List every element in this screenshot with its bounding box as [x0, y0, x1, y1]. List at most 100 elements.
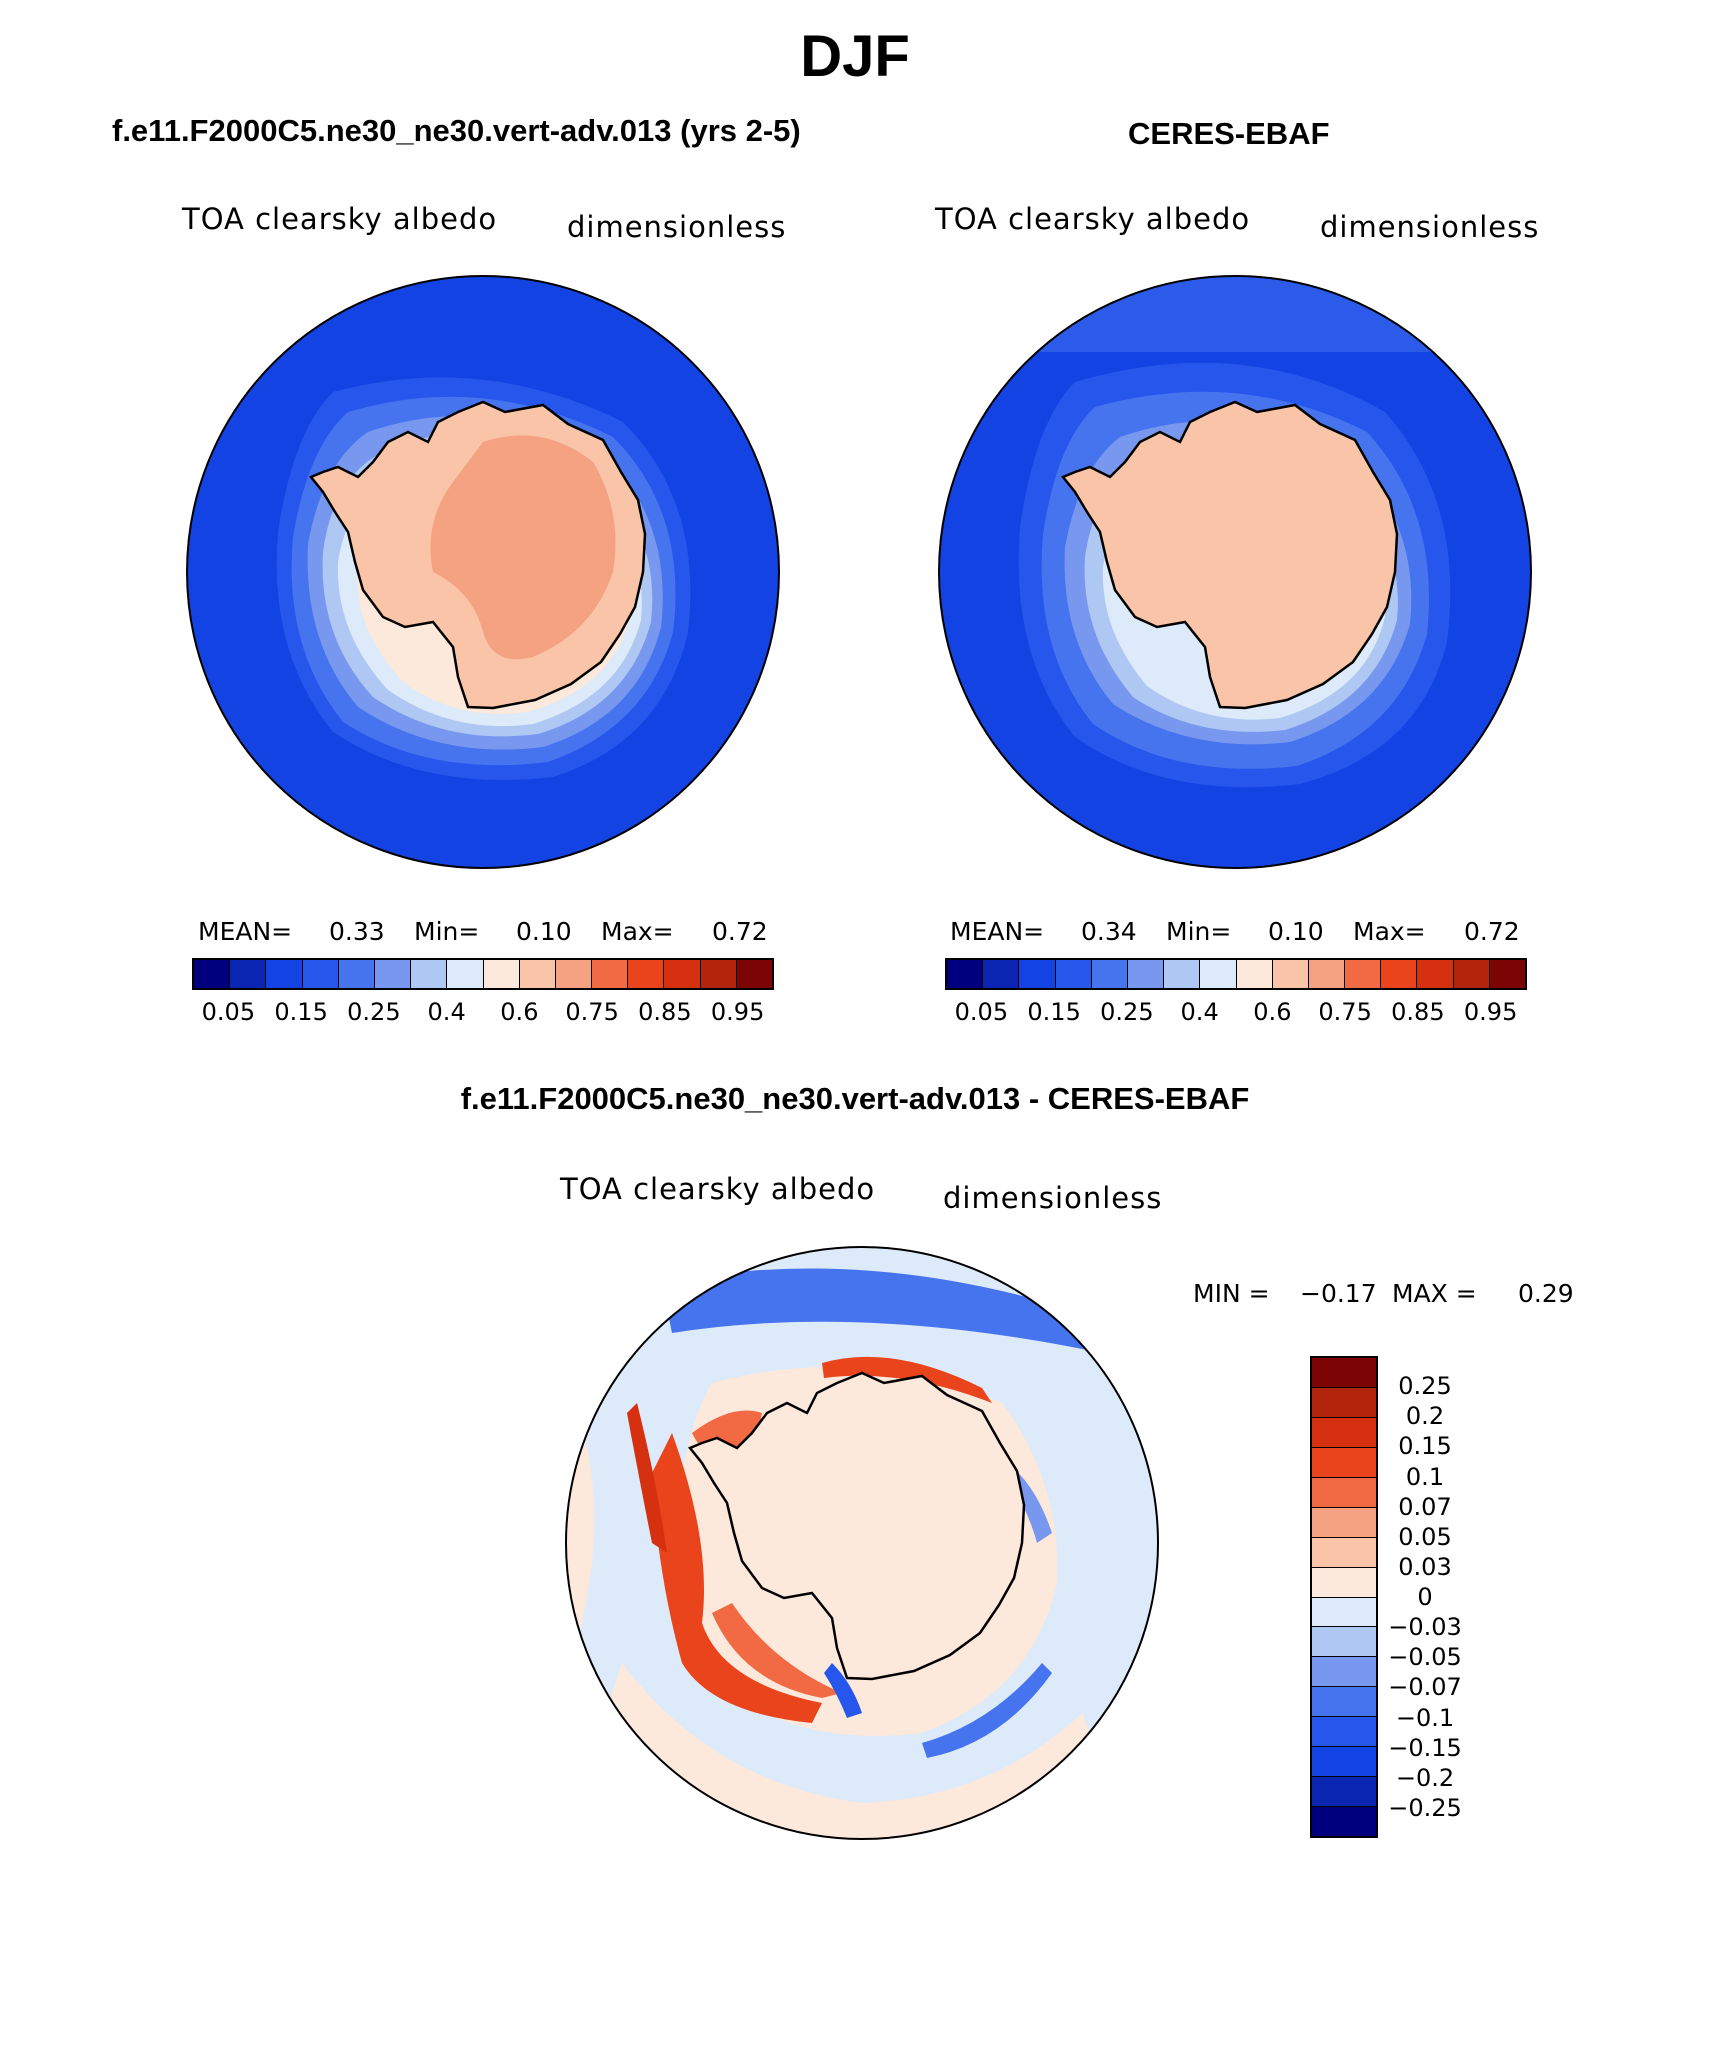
colorbar-swatch: [1312, 1537, 1376, 1568]
panel2-mean-label: MEAN=: [950, 917, 1045, 946]
colorbar-swatch: [1312, 1627, 1376, 1658]
colorbar-swatch: [194, 960, 231, 988]
diff-units: dimensionless: [943, 1181, 1163, 1215]
colorbar-swatch: [302, 960, 339, 988]
panel1-title: f.e11.F2000C5.ne30_ne30.vert-adv.013 (yr…: [112, 113, 801, 148]
diff-polar-map: [565, 1246, 1159, 1840]
colorbar-swatch: [1417, 960, 1454, 988]
colorbar-tick-label: 0.07: [1398, 1492, 1452, 1521]
colorbar-tick-label: 0.25: [1398, 1372, 1452, 1401]
diff-antarctica: [687, 1371, 1026, 1681]
colorbar-swatch: [1312, 1657, 1376, 1688]
diff-colorbar: [1310, 1356, 1378, 1838]
diff-min-label: MIN =: [1193, 1279, 1270, 1308]
colorbar-tick-label: 0.75: [565, 998, 619, 1026]
panel1-colorbar: [192, 958, 774, 990]
colorbar-swatch: [1308, 960, 1346, 988]
panel1-min-value: 0.10: [516, 917, 572, 946]
colorbar-swatch: [1312, 1687, 1376, 1718]
colorbar-tick-label: 0.75: [1318, 998, 1372, 1026]
colorbar-tick-label: 0.03: [1398, 1552, 1452, 1581]
colorbar-swatch: [1272, 960, 1309, 988]
colorbar-swatch: [1312, 1717, 1376, 1748]
colorbar-tick-label: −0.07: [1388, 1673, 1462, 1702]
diff-variable: TOA clearsky albedo: [560, 1172, 876, 1206]
colorbar-swatch: [1312, 1387, 1376, 1418]
colorbar-tick-label: 0.15: [1027, 998, 1081, 1026]
colorbar-swatch: [983, 960, 1020, 988]
colorbar-swatch: [483, 960, 520, 988]
panel2-max-label: Max=: [1353, 917, 1426, 946]
colorbar-swatch: [700, 960, 737, 988]
diff-max-label: MAX =: [1392, 1279, 1477, 1308]
colorbar-swatch: [1453, 960, 1490, 988]
colorbar-tick-label: −0.03: [1388, 1613, 1462, 1642]
colorbar-tick-label: 0.95: [710, 998, 765, 1026]
colorbar-swatch: [1312, 1477, 1376, 1508]
diff-min-value: −0.17: [1300, 1279, 1377, 1308]
colorbar-swatch: [374, 960, 412, 988]
panel1-min-label: Min=: [414, 917, 480, 946]
panel2-colorbar: [945, 958, 1527, 990]
panel2-polar-map: [938, 275, 1532, 869]
colorbar-swatch: [338, 960, 375, 988]
colorbar-tick-label: −0.1: [1395, 1703, 1455, 1732]
colorbar-tick-label: 0.05: [201, 998, 256, 1026]
colorbar-swatch: [447, 960, 484, 988]
colorbar-swatch: [555, 960, 593, 988]
colorbar-tick-label: 0.95: [1463, 998, 1518, 1026]
panel1-mean-label: MEAN=: [198, 917, 293, 946]
colorbar-tick-label: 0: [1417, 1583, 1433, 1611]
colorbar-swatch: [1312, 1447, 1376, 1478]
colorbar-swatch: [947, 960, 984, 988]
colorbar-tick-label: −0.25: [1388, 1793, 1462, 1822]
colorbar-swatch: [664, 960, 701, 988]
colorbar-swatch: [592, 960, 629, 988]
diff-title: f.e11.F2000C5.ne30_ne30.vert-adv.013 - C…: [460, 1081, 1250, 1116]
colorbar-tick-label: 0.25: [347, 998, 401, 1026]
colorbar-swatch: [1019, 960, 1056, 988]
colorbar-tick-label: 0.4: [1180, 998, 1219, 1026]
panel2-title: CERES-EBAF: [1128, 116, 1330, 151]
colorbar-tick-label: 0.2: [1405, 1402, 1445, 1431]
colorbar-swatch: [266, 960, 303, 988]
colorbar-swatch: [1312, 1747, 1376, 1778]
colorbar-tick-label: 0.6: [500, 998, 539, 1026]
panel1-mean-value: 0.33: [329, 917, 385, 946]
panel1-variable: TOA clearsky albedo: [182, 202, 498, 236]
panel2-mean-value: 0.34: [1081, 917, 1137, 946]
colorbar-swatch: [1236, 960, 1273, 988]
colorbar-swatch: [628, 960, 665, 988]
colorbar-swatch: [1200, 960, 1237, 988]
colorbar-swatch: [736, 960, 772, 988]
colorbar-tick-label: −0.05: [1388, 1643, 1462, 1672]
figure-title: DJF: [800, 24, 910, 89]
colorbar-swatch: [1312, 1777, 1376, 1808]
colorbar-tick-label: −0.15: [1388, 1733, 1462, 1762]
colorbar-tick-label: 0.4: [427, 998, 466, 1026]
colorbar-tick-label: 0.25: [1100, 998, 1154, 1026]
colorbar-swatch: [411, 960, 448, 988]
colorbar-tick-label: 0.85: [638, 998, 692, 1026]
colorbar-swatch: [1381, 960, 1418, 988]
colorbar-tick-label: 0.15: [1398, 1432, 1452, 1461]
panel2-max-value: 0.72: [1464, 917, 1520, 946]
colorbar-tick-label: 0.1: [1405, 1462, 1445, 1491]
panel2-min-value: 0.10: [1268, 917, 1324, 946]
colorbar-swatch: [230, 960, 267, 988]
panel2-antarctica: [1060, 400, 1399, 710]
colorbar-swatch: [1055, 960, 1092, 988]
colorbar-swatch: [1312, 1358, 1376, 1388]
panel1-max-label: Max=: [601, 917, 674, 946]
colorbar-swatch: [1489, 960, 1525, 988]
colorbar-tick-label: 0.15: [274, 998, 328, 1026]
colorbar-swatch: [1312, 1417, 1376, 1448]
colorbar-swatch: [1312, 1597, 1376, 1628]
colorbar-tick-label: 0.6: [1253, 998, 1292, 1026]
colorbar-swatch: [519, 960, 556, 988]
colorbar-swatch: [1091, 960, 1128, 988]
colorbar-swatch: [1164, 960, 1201, 988]
colorbar-swatch: [1312, 1807, 1376, 1836]
colorbar-swatch: [1312, 1507, 1376, 1538]
colorbar-swatch: [1345, 960, 1382, 988]
